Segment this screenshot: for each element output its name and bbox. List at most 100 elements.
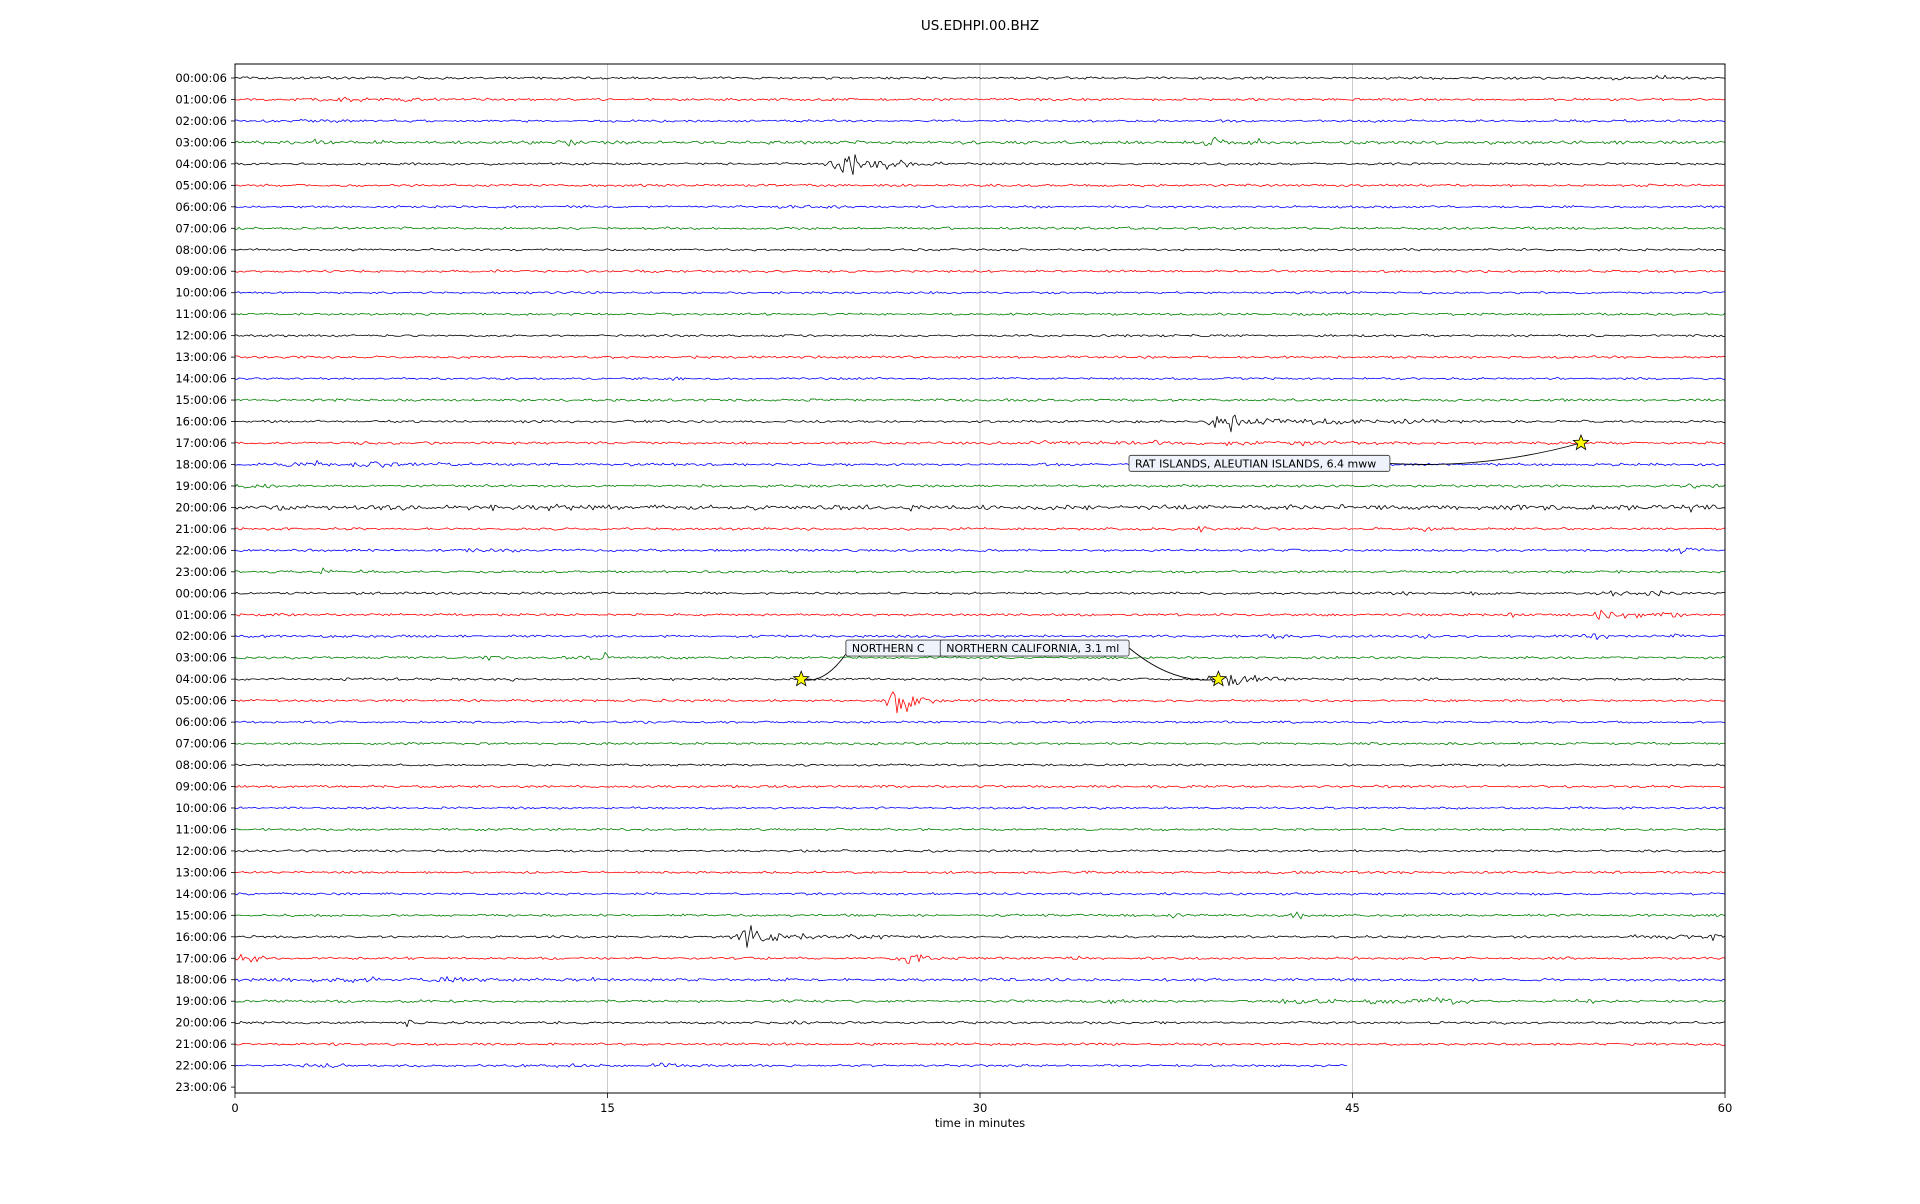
y-tick-label: 11:00:06 (175, 822, 227, 836)
event-label-box (1128, 454, 1391, 472)
y-tick-label: 00:00:06 (175, 586, 227, 600)
trace-line (234, 204, 1726, 209)
y-tick-label: 19:00:06 (175, 994, 227, 1008)
y-tick-label: 14:00:06 (175, 372, 227, 386)
trace-line (234, 567, 1726, 575)
x-tick-label: 0 (231, 1101, 238, 1115)
trace-line (234, 136, 1726, 147)
trace-line (234, 1062, 1347, 1069)
y-tick-label: 15:00:06 (175, 393, 227, 407)
event-label-text: NORTHERN C (852, 642, 925, 655)
trace-line (234, 269, 1726, 274)
trace-line (234, 312, 1726, 316)
trace-line (234, 154, 1726, 176)
y-tick-label: 23:00:06 (175, 565, 227, 579)
trace-line (234, 892, 1726, 896)
y-tick-label: 17:00:06 (175, 436, 227, 450)
x-tick-label: 15 (600, 1101, 615, 1115)
trace-line (234, 741, 1725, 746)
trace-line (234, 1042, 1725, 1046)
trace-line (234, 526, 1726, 533)
trace-lines (234, 74, 1726, 1069)
event-label-text: RAT ISLANDS, ALEUTIAN ISLANDS, 6.4 mww (1135, 457, 1376, 470)
event-label-box (939, 639, 1130, 657)
y-tick-label: 20:00:06 (175, 1016, 227, 1030)
y-tick-label: 05:00:06 (175, 694, 227, 708)
trace-line (234, 925, 1726, 948)
y-tick-label: 01:00:06 (175, 608, 227, 622)
x-axis-label: time in minutes (935, 1116, 1025, 1130)
trace-line (234, 398, 1726, 402)
event-annotations: NORTHERN C NORTHERN CALIFORNIA, 3.1 ml RAT… (792, 433, 1590, 687)
y-tick-label: 06:00:06 (175, 715, 227, 729)
trace-line (234, 609, 1726, 620)
x-tick-label: 30 (973, 1101, 988, 1115)
y-tick-label: 15:00:06 (175, 908, 227, 922)
y-tick-label: 22:00:06 (175, 1059, 227, 1073)
y-tick-label: 01:00:06 (175, 92, 227, 106)
trace-line (234, 827, 1726, 832)
trace-line (234, 784, 1726, 789)
trace-line (234, 547, 1726, 555)
trace-line (234, 633, 1726, 640)
trace-line (234, 870, 1726, 875)
trace-line (234, 183, 1726, 188)
y-tick-label: 04:00:06 (175, 157, 227, 171)
y-tick-label: 13:00:06 (175, 350, 227, 364)
trace-line (234, 414, 1726, 433)
trace-line (234, 376, 1725, 381)
y-tick-label: 19:00:06 (175, 479, 227, 493)
y-tick-label: 02:00:06 (175, 114, 227, 128)
y-tick-label: 03:00:06 (175, 135, 227, 149)
y-tick-label: 18:00:06 (175, 973, 227, 987)
y-tick-label: 10:00:06 (175, 286, 227, 300)
y-axis-tick-labels: 00:00:06 01:00:06 02:00:06 03:00:06 04:00:06… (175, 71, 235, 1094)
trace-line (235, 96, 1726, 103)
marker-leader-line (1128, 647, 1219, 681)
y-tick-label: 14:00:06 (175, 887, 227, 901)
trace-line (234, 953, 1726, 964)
event-star-icon (1572, 433, 1590, 451)
trace-line (234, 674, 1726, 687)
trace-line (234, 291, 1725, 295)
trace-line (234, 74, 1726, 81)
y-tick-label: 03:00:06 (175, 651, 227, 665)
y-tick-label: 09:00:06 (175, 264, 227, 278)
trace-line (234, 460, 1726, 468)
x-tick-label: 45 (1345, 1101, 1360, 1115)
y-tick-label: 09:00:06 (175, 780, 227, 794)
trace-line (234, 333, 1726, 338)
trace-line (234, 652, 1726, 661)
y-tick-label: 13:00:06 (175, 865, 227, 879)
y-tick-label: 12:00:06 (175, 329, 227, 343)
event-star-icon (792, 670, 810, 687)
y-tick-label: 02:00:06 (175, 629, 227, 643)
trace-line (234, 997, 1726, 1005)
trace-line (234, 806, 1726, 810)
y-tick-label: 07:00:06 (175, 221, 227, 235)
y-tick-label: 08:00:06 (175, 758, 227, 772)
trace-line (234, 439, 1726, 447)
y-tick-label: 18:00:06 (175, 457, 227, 471)
y-tick-label: 08:00:06 (175, 243, 227, 257)
trace-line (234, 483, 1726, 489)
y-tick-label: 04:00:06 (175, 672, 227, 686)
y-tick-label: 21:00:06 (175, 1037, 227, 1051)
x-axis-tick-labels: 0 15 30 45 60 (231, 1093, 1732, 1115)
trace-line (234, 911, 1726, 920)
chart-title: US.EDHPI.00.BHZ (921, 18, 1039, 34)
trace-line (234, 720, 1726, 724)
y-tick-label: 12:00:06 (175, 844, 227, 858)
trace-line (234, 1019, 1726, 1028)
event-star-icon (1209, 670, 1228, 687)
y-tick-label: 16:00:06 (175, 415, 227, 429)
trace-line (234, 119, 1726, 123)
y-tick-label: 06:00:06 (175, 200, 227, 214)
y-tick-label: 23:00:06 (175, 1080, 227, 1094)
y-tick-label: 22:00:06 (175, 543, 227, 557)
event-label-text: NORTHERN CALIFORNIA, 3.1 ml (946, 642, 1119, 655)
trace-line (234, 976, 1726, 983)
trace-line (234, 849, 1726, 853)
